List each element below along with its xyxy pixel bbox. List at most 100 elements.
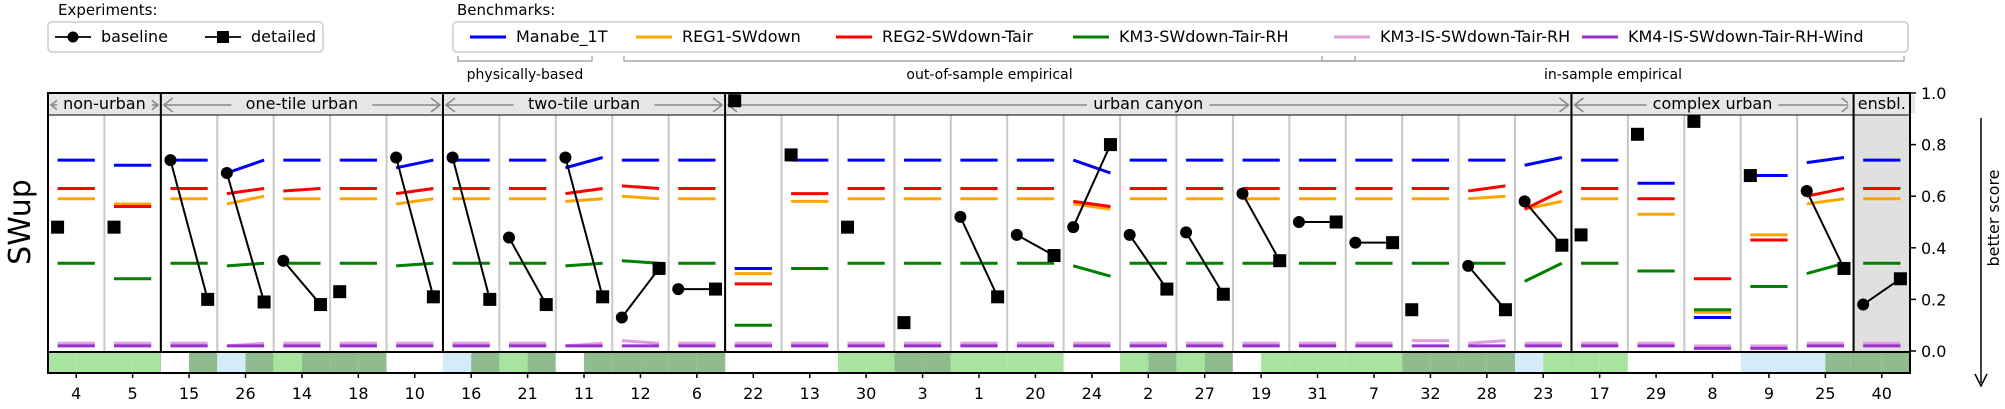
baseline-point [220,166,233,179]
group-header-arrowhead [444,97,456,113]
x-tick-label: 22 [743,384,763,403]
detailed-point [1498,303,1512,317]
benchmark-line [395,186,434,196]
benchmark-legend-label: KM4-IS-SWdown-Tair-RH-Wind [1628,27,1864,46]
group-header-arrowhead [49,97,61,113]
detailed-point [314,298,328,312]
x-tick-label: 12 [630,384,650,403]
site-strip-cell [76,352,105,373]
baseline-point [1067,221,1080,234]
experiment-connector [1805,190,1845,269]
x-tick-label: 30 [856,384,876,403]
site-strip-cell [950,352,979,373]
baseline-legend-marker [67,31,79,43]
detailed-point [1893,272,1907,286]
detailed-point [1687,114,1701,128]
experiment-connector [225,172,266,303]
site-strip-cell [809,352,838,373]
x-tick-label: 19 [1251,384,1271,403]
benchmark-line [1806,156,1845,165]
site-strip-cell [781,352,810,373]
detailed-point [426,290,440,304]
detailed-point [201,292,215,306]
better-score-label: better score [1984,169,2003,266]
site-strip-cell [1091,352,1121,373]
benchmark-legend-label: REG1-SWdown [682,27,801,46]
site-strip-cell [1627,352,1657,373]
ensemble-shade [1853,93,1910,352]
x-tick-label: 21 [517,384,537,403]
baseline-legend-label: baseline [101,27,168,46]
baseline-point [1123,228,1136,241]
group-header-arrowhead [712,97,724,113]
site-strip-cell [640,352,669,373]
baseline-point [1292,216,1305,228]
site-strip-cell [1345,352,1374,373]
experiments-legend: Experiments: baseline detailed [47,1,324,53]
site-strip-cell [358,352,387,373]
x-tick-label: 17 [1589,384,1609,403]
benchmark-group-bracket [1321,56,1905,62]
site-strip-cell [1007,352,1036,373]
benchmark-line [1073,202,1111,211]
site-strip-cell [696,352,726,373]
site-strip-cell [922,352,951,373]
detailed-point [1630,127,1644,141]
site-strip-cell [1515,352,1544,373]
site-strip-cell [132,352,161,373]
y-tick-label: 0.4 [1921,239,1946,258]
x-tick-label: 20 [1025,384,1045,403]
experiments-legend-box [47,21,324,53]
baseline-point [1800,185,1813,198]
baseline-point [502,231,515,244]
site-strip-cell [1261,352,1290,373]
group-header-label-bg [1848,95,1916,113]
detailed-point [1837,261,1851,275]
detailed-point [1555,238,1569,252]
detailed-point [483,292,497,306]
detailed-point [51,220,65,234]
x-tick-label: 28 [1477,384,1497,403]
benchmark-line [565,197,603,203]
baseline-point [1857,298,1870,311]
benchmark-line [621,339,660,345]
site-strip-cell [471,352,500,373]
site-strip-cell [979,352,1008,373]
benchmark-line [621,194,660,201]
x-tick-label: 3 [917,384,927,403]
detailed-point [897,316,911,330]
detailed-point [784,148,798,162]
experiment-connector [1467,265,1507,311]
experiment-connector [1185,231,1225,295]
experiment-connector [621,267,660,319]
plot-frame [47,92,1911,374]
site-strip-cell [1120,352,1149,373]
baseline-point [164,154,177,167]
group-header-label-bg [1646,95,1779,113]
group-header-arrowhead [1558,97,1570,113]
site-strip-cell [1176,352,1205,373]
baseline-point [672,283,685,296]
x-tick-label: 2 [1143,384,1153,403]
x-tick-label: 7 [1369,384,1379,403]
experiment-connector [395,157,435,298]
detailed-point [652,261,666,275]
experiment-connector [169,159,209,300]
detailed-point [1405,303,1419,317]
benchmark-line [1468,339,1506,345]
site-strip-cell [1853,352,1882,373]
site-strip-cell [1458,352,1487,373]
y-axis-label: SWup [3,179,38,265]
y-tick-label: 1.0 [1921,84,1946,103]
group-header-arrowhead [148,97,160,113]
site-strip-cell [1430,352,1459,373]
site-strip-cell [1543,352,1572,373]
benchmark-legend-label: REG2-SWdown-Tair [882,27,1033,46]
detailed-point [596,290,610,304]
detailed-point [1574,228,1588,242]
x-tick-label: 14 [292,384,312,403]
detailed-point [1386,236,1400,250]
site-strip-cell [1571,352,1600,373]
x-tick-label: 13 [800,384,820,403]
